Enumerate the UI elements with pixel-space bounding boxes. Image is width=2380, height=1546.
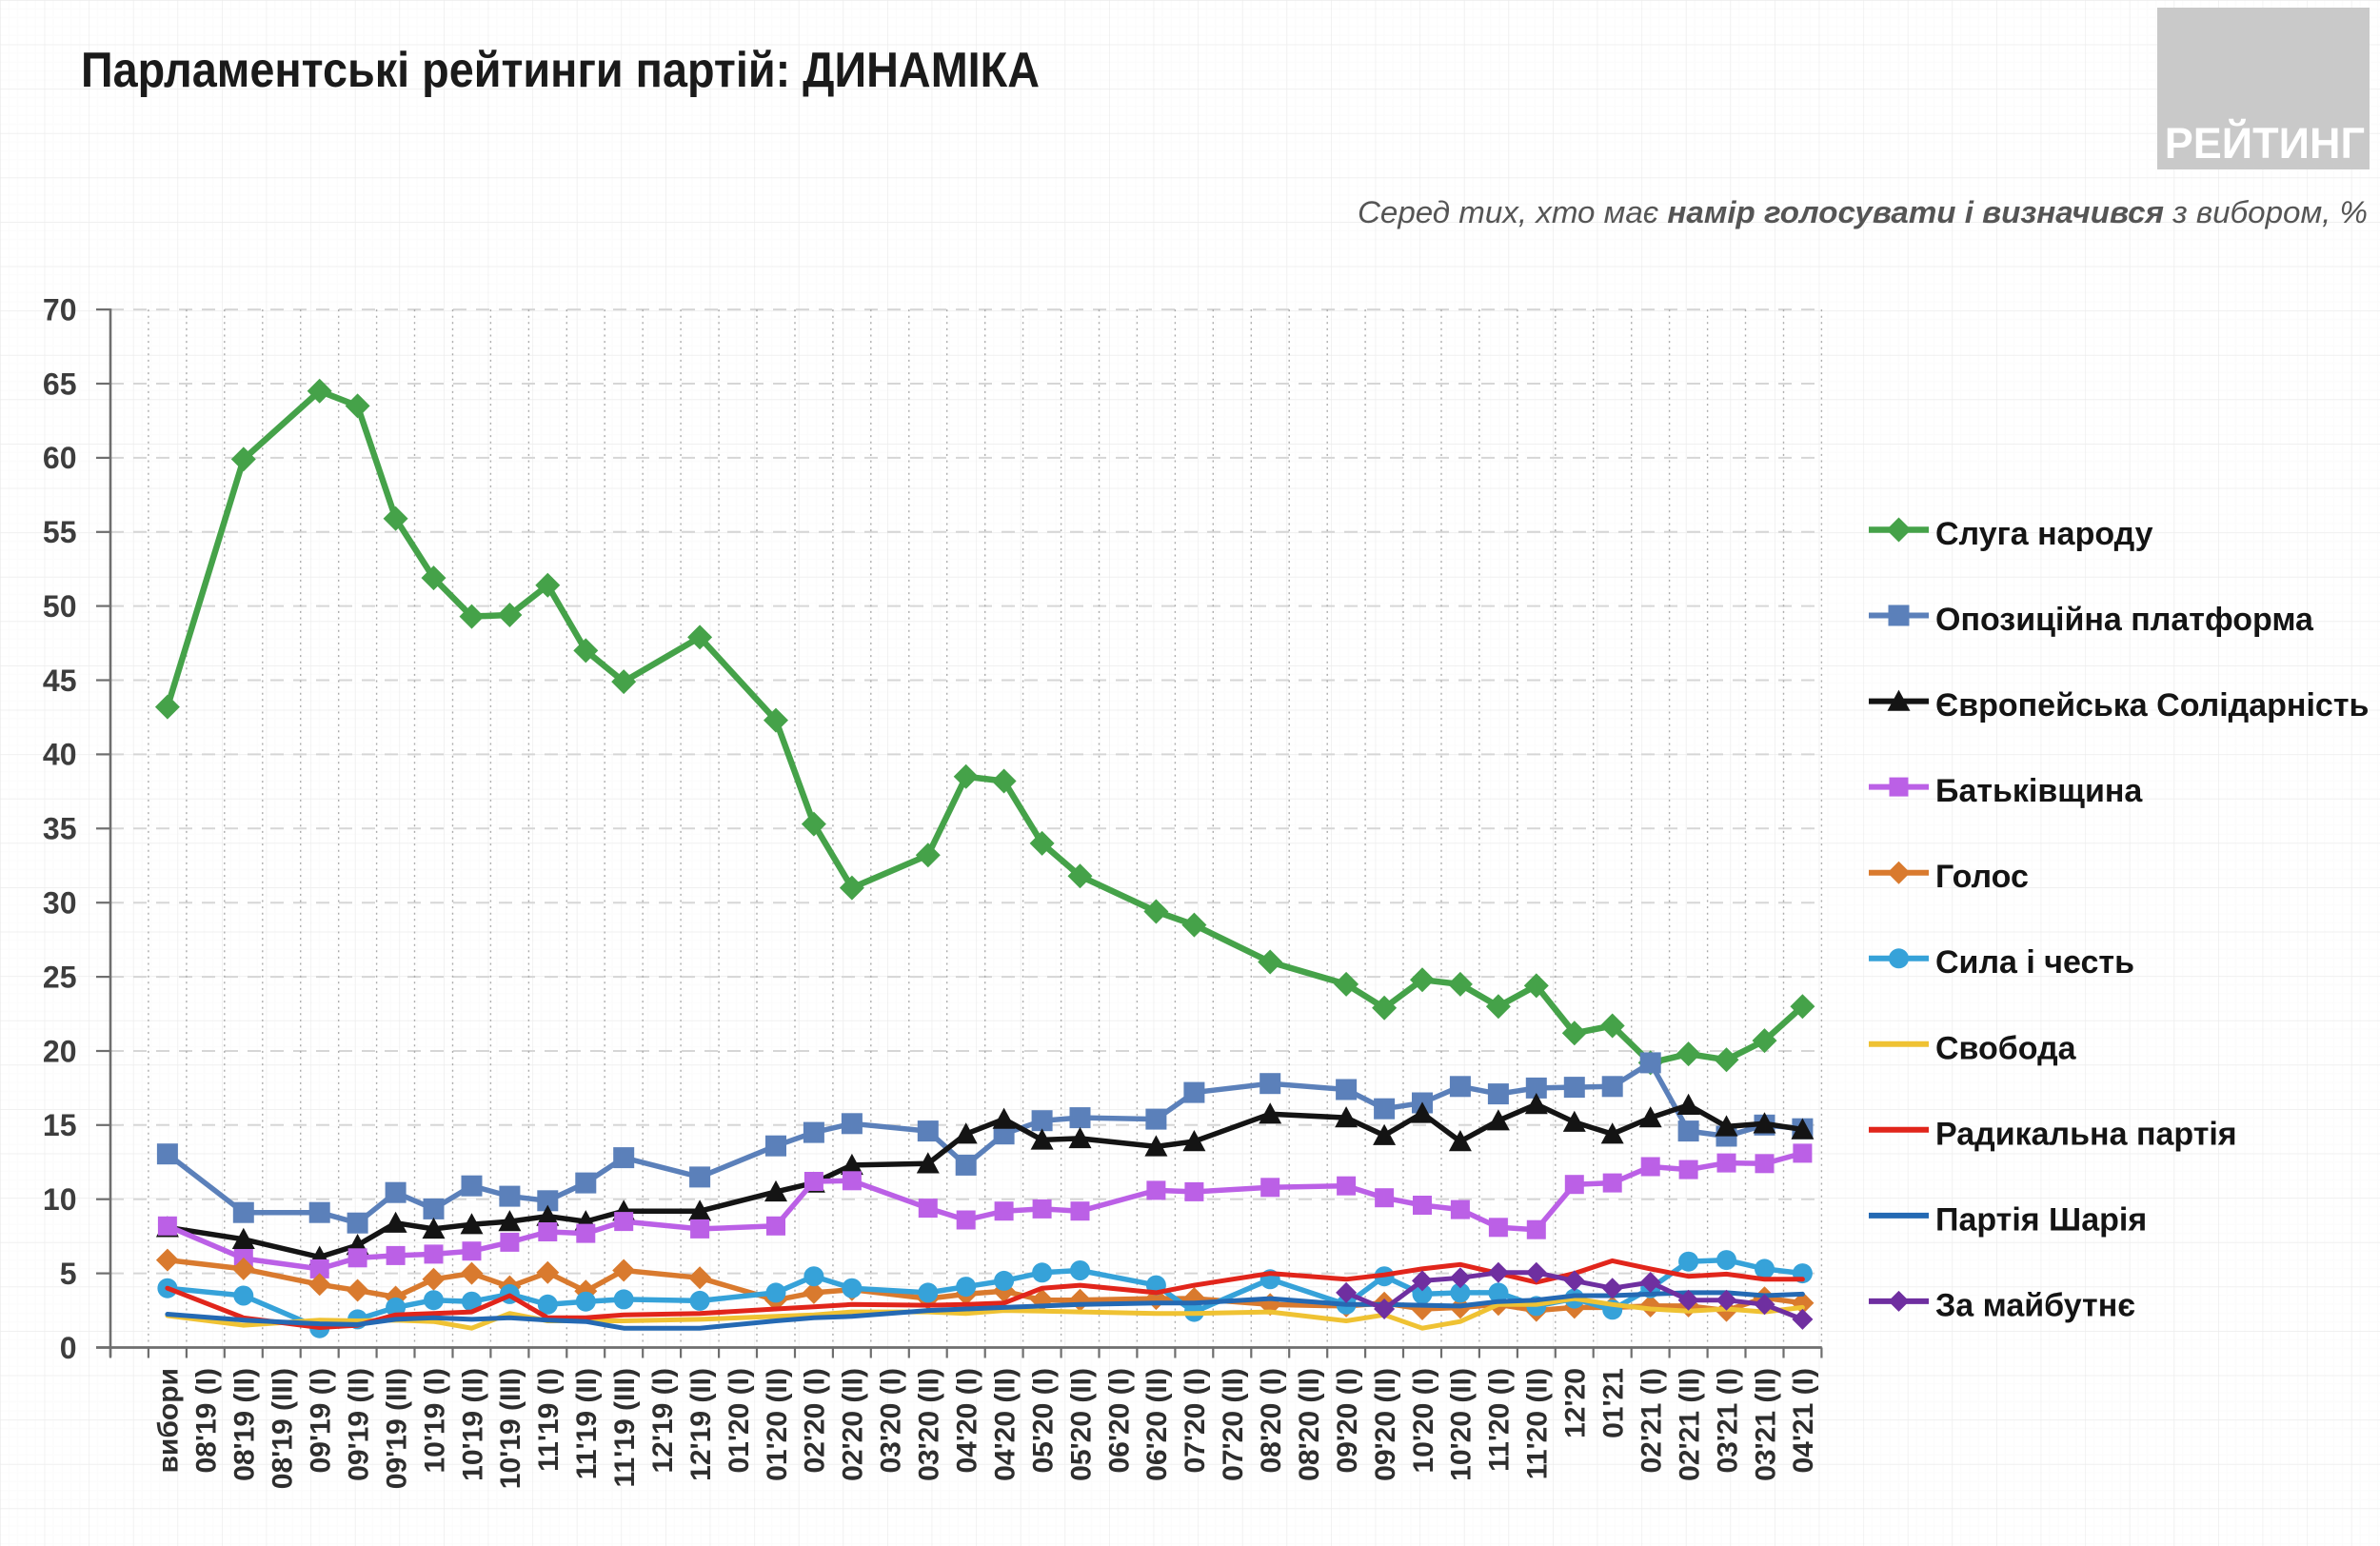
svg-text:65: 65 bbox=[43, 367, 77, 401]
svg-text:Європейська Солідарність: Європейська Солідарність bbox=[1935, 687, 2369, 723]
svg-text:04'21 (I): 04'21 (I) bbox=[1788, 1368, 1819, 1474]
svg-text:вибори: вибори bbox=[153, 1368, 185, 1474]
svg-text:01'20 (I): 01'20 (I) bbox=[724, 1368, 755, 1474]
svg-text:06'20 (I): 06'20 (I) bbox=[1103, 1368, 1135, 1474]
svg-text:55: 55 bbox=[43, 515, 77, 549]
svg-text:Партія Шарія: Партія Шарія bbox=[1935, 1201, 2147, 1238]
svg-text:15: 15 bbox=[43, 1108, 77, 1142]
svg-text:10: 10 bbox=[43, 1182, 77, 1217]
svg-text:Голос: Голос bbox=[1935, 859, 2029, 895]
svg-text:08'19 (II): 08'19 (II) bbox=[229, 1368, 261, 1481]
svg-text:04'20 (I): 04'20 (I) bbox=[952, 1368, 983, 1474]
svg-text:09'19 (II): 09'19 (II) bbox=[343, 1368, 374, 1481]
svg-text:12'19 (I): 12'19 (I) bbox=[647, 1368, 679, 1474]
svg-text:09'19 (I): 09'19 (I) bbox=[306, 1368, 337, 1474]
svg-text:10'19 (III): 10'19 (III) bbox=[495, 1368, 526, 1489]
svg-text:10'19 (I): 10'19 (I) bbox=[419, 1368, 450, 1474]
svg-text:РЕЙТИНГ: РЕЙТИНГ bbox=[2165, 119, 2365, 168]
svg-text:02'20 (II): 02'20 (II) bbox=[838, 1368, 869, 1481]
svg-text:Радикальна партія: Радикальна партія bbox=[1935, 1116, 2237, 1152]
svg-text:05'20 (I): 05'20 (I) bbox=[1027, 1368, 1059, 1474]
svg-text:11'19 (II): 11'19 (II) bbox=[571, 1368, 603, 1479]
svg-text:07'20 (I): 07'20 (I) bbox=[1180, 1368, 1211, 1474]
svg-text:03'20 (I): 03'20 (I) bbox=[876, 1368, 907, 1474]
svg-text:45: 45 bbox=[43, 664, 77, 698]
svg-text:50: 50 bbox=[43, 589, 77, 624]
svg-text:Сила і честь: Сила і честь bbox=[1935, 944, 2134, 981]
svg-text:35: 35 bbox=[43, 812, 77, 846]
svg-text:09'20 (I): 09'20 (I) bbox=[1332, 1368, 1363, 1474]
svg-text:12'20: 12'20 bbox=[1560, 1368, 1592, 1438]
svg-text:11'20 (II): 11'20 (II) bbox=[1522, 1368, 1554, 1479]
svg-text:30: 30 bbox=[43, 886, 77, 921]
svg-text:08'20 (I): 08'20 (I) bbox=[1256, 1368, 1287, 1474]
svg-text:Слуга народу: Слуга народу bbox=[1935, 516, 2153, 552]
svg-text:04'20 (II): 04'20 (II) bbox=[989, 1368, 1021, 1481]
svg-text:02'21 (I): 02'21 (I) bbox=[1636, 1368, 1668, 1474]
svg-text:60: 60 bbox=[43, 441, 77, 475]
svg-text:02'20 (I): 02'20 (I) bbox=[800, 1368, 831, 1474]
svg-text:0: 0 bbox=[60, 1331, 77, 1365]
svg-text:02'21 (II): 02'21 (II) bbox=[1674, 1368, 1705, 1481]
svg-text:Свобода: Свобода bbox=[1935, 1030, 2077, 1066]
svg-text:08'19 (I): 08'19 (I) bbox=[191, 1368, 223, 1474]
svg-text:12'19 (II): 12'19 (II) bbox=[685, 1368, 717, 1481]
svg-text:09'19 (III): 09'19 (III) bbox=[381, 1368, 412, 1489]
svg-text:05'20 (II): 05'20 (II) bbox=[1065, 1368, 1097, 1481]
svg-text:11'20 (I): 11'20 (I) bbox=[1484, 1368, 1516, 1472]
svg-text:70: 70 bbox=[43, 292, 77, 327]
svg-text:03'21 (II): 03'21 (II) bbox=[1750, 1368, 1781, 1481]
svg-text:За майбутнє: За майбутнє bbox=[1935, 1287, 2135, 1323]
svg-text:07'20 (II): 07'20 (II) bbox=[1218, 1368, 1249, 1481]
svg-text:40: 40 bbox=[43, 738, 77, 772]
svg-text:08'19 (III): 08'19 (III) bbox=[268, 1368, 299, 1489]
svg-text:08'20 (II): 08'20 (II) bbox=[1294, 1368, 1325, 1481]
svg-text:01'21: 01'21 bbox=[1598, 1368, 1630, 1438]
svg-text:20: 20 bbox=[43, 1034, 77, 1068]
svg-text:Батьківщина: Батьківщина bbox=[1935, 773, 2143, 809]
svg-text:01'20 (II): 01'20 (II) bbox=[762, 1368, 793, 1481]
svg-text:5: 5 bbox=[60, 1257, 77, 1291]
svg-text:03'20 (II): 03'20 (II) bbox=[914, 1368, 945, 1481]
svg-text:11'19 (I): 11'19 (I) bbox=[533, 1368, 565, 1472]
svg-text:Опозиційна платформа: Опозиційна платформа bbox=[1935, 602, 2314, 638]
svg-text:11'19 (III): 11'19 (III) bbox=[609, 1368, 641, 1488]
svg-text:03'21 (I): 03'21 (I) bbox=[1712, 1368, 1743, 1474]
svg-text:10'19 (II): 10'19 (II) bbox=[457, 1368, 488, 1481]
svg-text:25: 25 bbox=[43, 960, 77, 994]
svg-text:10'20 (II): 10'20 (II) bbox=[1446, 1368, 1478, 1481]
svg-text:06'20 (II): 06'20 (II) bbox=[1141, 1368, 1173, 1481]
svg-text:10'20 (I): 10'20 (I) bbox=[1408, 1368, 1439, 1474]
svg-text:09'20 (II): 09'20 (II) bbox=[1370, 1368, 1401, 1481]
svg-text:Серед тих, хто має намір голос: Серед тих, хто має намір голосувати і ви… bbox=[1358, 195, 2368, 229]
svg-text:Парламентські рейтинги партій:: Парламентські рейтинги партій: ДИНАМІКА bbox=[81, 43, 1040, 98]
